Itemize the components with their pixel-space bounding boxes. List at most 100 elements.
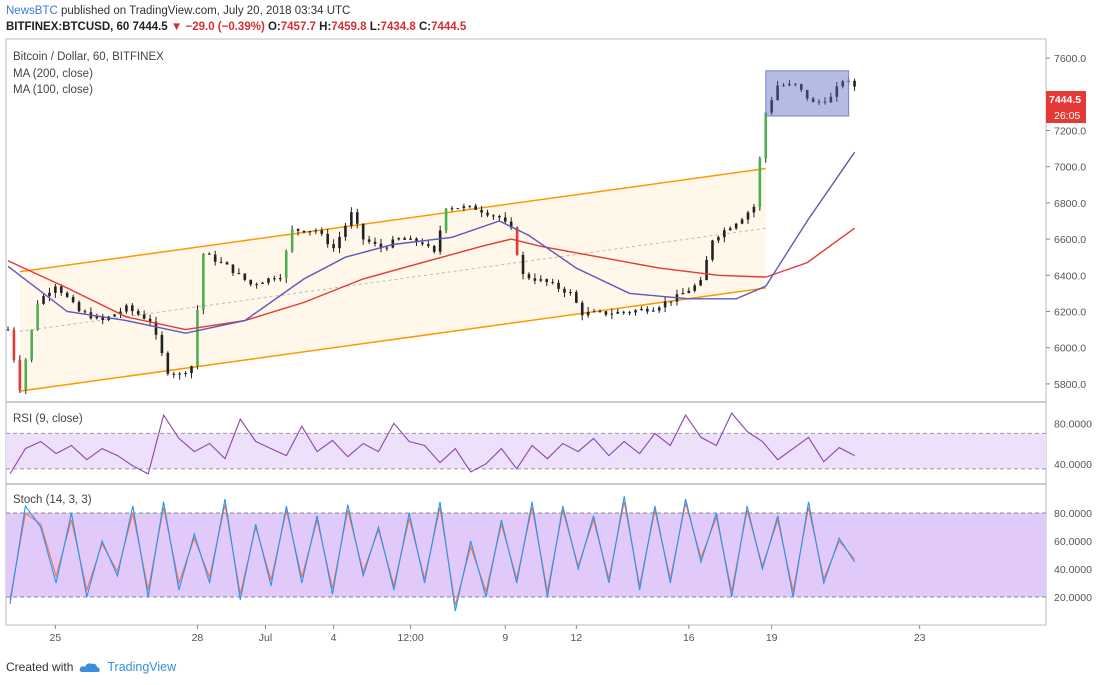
high-value: 7459.8 [331, 21, 367, 33]
stoch-k-line [9, 496, 856, 612]
ascending-channel[interactable] [19, 167, 766, 392]
candle-body [533, 278, 537, 281]
moving-averages [7, 151, 856, 334]
candle-body [527, 274, 531, 279]
candle-body [823, 101, 827, 103]
candle-body [190, 366, 193, 374]
candle-body [758, 158, 762, 207]
candle-body [438, 230, 442, 252]
candle-body [202, 253, 205, 310]
candle-body [77, 302, 81, 312]
stoch-pane[interactable] [6, 496, 1046, 612]
candle-body [154, 321, 158, 335]
candle-body [367, 239, 371, 242]
legend-ma200: MA (200, close) [13, 68, 93, 80]
candle-body [764, 112, 768, 159]
channel-fill [19, 168, 766, 392]
rsi-line [9, 412, 855, 475]
created-with-label: Created with [6, 660, 74, 674]
candle-body [604, 311, 608, 315]
candle-body [148, 318, 152, 322]
x-tick-label: 28 [192, 632, 204, 644]
candle-body [166, 352, 170, 374]
channel-lower-line[interactable] [19, 287, 766, 392]
candle-body [557, 282, 560, 289]
candle-body [646, 308, 649, 312]
channel-upper-line[interactable] [19, 167, 766, 273]
candle-body [462, 206, 466, 209]
candle-body [651, 310, 655, 312]
candle-body [551, 282, 554, 284]
candle-body [320, 230, 324, 234]
candle-body [279, 277, 282, 280]
author-name[interactable]: NewsBTC [6, 5, 58, 17]
candle-body [592, 311, 596, 313]
x-tick-label: 12:00 [397, 632, 423, 644]
publish-line: NewsBTC published on TradingView.com, Ju… [6, 4, 350, 18]
chart-title: Bitcoin / Dollar, 60, BITFINEX [13, 51, 164, 63]
x-tick-label: 16 [683, 632, 695, 644]
candle-body [752, 206, 756, 213]
ma200-line [7, 227, 856, 331]
symbol-label: BITFINEX:BTCUSD, 60 [6, 21, 130, 33]
candle-body [817, 101, 821, 103]
candle-body [498, 215, 501, 218]
candle-body [569, 292, 572, 294]
candle-body [284, 251, 288, 278]
candle-body [746, 212, 750, 220]
tradingview-link[interactable]: TradingView [107, 660, 177, 674]
candle-body [6, 329, 10, 331]
x-tick-label: 4 [331, 632, 337, 644]
candle-body [669, 301, 673, 303]
candle-body [237, 273, 241, 275]
consolidation-box[interactable] [765, 70, 850, 117]
candle-body [314, 230, 318, 232]
candle-body [54, 286, 57, 293]
candle-body [178, 373, 181, 375]
candle-body [521, 254, 525, 275]
candle-body [829, 96, 833, 103]
rsi-pane[interactable] [6, 412, 1046, 475]
candle-body [302, 230, 306, 233]
candle-body [326, 233, 329, 245]
close-value: 7444.5 [431, 21, 467, 33]
candle-body [432, 245, 436, 252]
candle-body [699, 280, 702, 286]
stoch-tick-label: 40.0000 [1054, 564, 1092, 576]
x-tick-label: 19 [766, 632, 778, 644]
y-tick-label: 6400.0 [1054, 270, 1086, 282]
rsi-band-fill [6, 433, 1046, 469]
candle-body [586, 311, 590, 316]
candle-body [811, 98, 815, 103]
ma100-line [7, 151, 856, 334]
y-tick-label: 6200.0 [1054, 307, 1086, 319]
candle-body [24, 359, 28, 390]
candle-body [598, 311, 602, 313]
y-tick-label: 7000.0 [1054, 162, 1086, 174]
low-value: 7434.8 [380, 21, 416, 33]
x-tick-label: 9 [502, 632, 508, 644]
candle-body [468, 205, 472, 207]
candle-body [403, 238, 406, 240]
candle-body [243, 273, 247, 280]
candle-body [427, 244, 430, 246]
candle-body [509, 221, 513, 228]
range-box[interactable] [765, 70, 850, 117]
candle-body [385, 247, 389, 249]
candle-body [379, 243, 383, 249]
candle-body [409, 238, 412, 240]
candle-body [515, 227, 519, 255]
candle-body [12, 329, 16, 360]
candle-body [740, 219, 744, 224]
y-tick-label: 5800.0 [1054, 379, 1086, 391]
candle-body [575, 292, 578, 303]
x-tick-label: Jul [259, 632, 272, 644]
plot-frame [5, 38, 1047, 626]
candle-body [503, 217, 507, 222]
candle-body [332, 244, 335, 249]
candle-body [225, 262, 229, 265]
candle-body [563, 288, 566, 293]
candle-body [723, 230, 726, 238]
candle-body [59, 286, 63, 293]
